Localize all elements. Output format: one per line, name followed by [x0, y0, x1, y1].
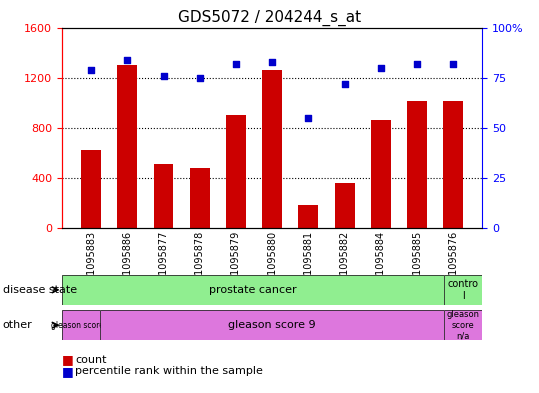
Point	[304, 115, 313, 121]
Bar	[407, 101, 427, 228]
Text: count: count	[75, 354, 107, 365]
Text: gleason
score
n/a: gleason score n/a	[447, 310, 480, 340]
Bar	[118, 65, 137, 228]
Text: gleason score 9: gleason score 9	[229, 320, 316, 330]
Text: ■: ■	[62, 365, 74, 378]
Point	[196, 75, 204, 81]
Bar	[335, 183, 355, 228]
Text: gleason score 8: gleason score 8	[51, 321, 111, 330]
Bar	[190, 168, 210, 228]
Point	[449, 61, 458, 67]
Text: ■: ■	[62, 353, 74, 366]
Bar	[262, 70, 282, 228]
Bar	[371, 120, 391, 228]
Point	[413, 61, 421, 67]
Point	[159, 72, 168, 79]
Point	[123, 57, 132, 63]
Text: prostate cancer: prostate cancer	[209, 285, 297, 295]
Point	[340, 81, 349, 87]
Text: percentile rank within the sample: percentile rank within the sample	[75, 366, 264, 376]
Bar	[444, 101, 464, 228]
Point	[232, 61, 240, 67]
Text: other: other	[3, 320, 32, 330]
Bar	[226, 115, 246, 228]
Text: contro
l: contro l	[448, 279, 479, 301]
Point	[268, 59, 277, 65]
Point	[87, 66, 95, 73]
Text: disease state: disease state	[3, 285, 77, 295]
Point	[377, 64, 385, 71]
Bar	[81, 150, 101, 228]
Bar	[299, 206, 319, 228]
Bar	[154, 164, 174, 228]
Text: GDS5072 / 204244_s_at: GDS5072 / 204244_s_at	[178, 10, 361, 26]
